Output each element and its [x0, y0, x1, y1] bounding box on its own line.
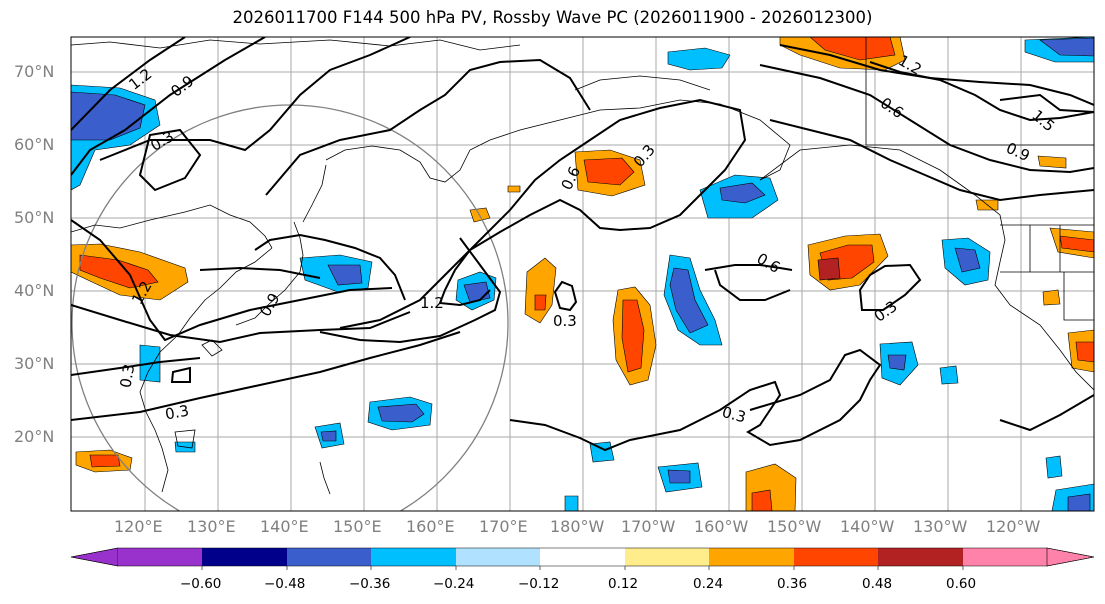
colorbar-segment [456, 548, 540, 566]
lat-label-50n: 50°N [14, 208, 55, 227]
coastlines [71, 37, 1094, 495]
radius-circle [71, 104, 509, 511]
colorbar-segment [878, 548, 963, 566]
lon-label: 150°W [767, 517, 822, 536]
colorbar-extend-max [1046, 547, 1095, 567]
lat-label-60n: 60°N [14, 135, 55, 154]
lat-label-30n: 30°N [14, 354, 55, 373]
contour-label: 0.3 [164, 402, 191, 424]
colorbar-segment [202, 548, 287, 566]
colorbar-segment [118, 548, 202, 566]
lon-label: 140°E [260, 517, 309, 536]
lon-label: 160°E [406, 517, 455, 536]
lat-label-40n: 40°N [14, 281, 55, 300]
colorbar-tick-label: −0.60 [180, 576, 222, 592]
colorbar-tick-label: −0.12 [518, 576, 560, 592]
colorbar-tick-label: −0.48 [264, 576, 306, 592]
colorbar-segment [794, 548, 878, 566]
contour-label: 1.2 [420, 294, 444, 312]
contour-label: 0.6 [754, 249, 784, 277]
contour-label: 0.9 [167, 72, 197, 101]
lon-label: 130°W [913, 517, 968, 536]
colorbar-segment [625, 548, 709, 566]
positive-anomaly-fills [71, 37, 1094, 511]
colorbar-tick-label: 0.48 [862, 576, 893, 592]
colorbar-outline [70, 547, 1095, 567]
contour-label: 1.2 [125, 65, 155, 94]
colorbar-extend-min [70, 547, 119, 567]
colorbar-tick-label: 0.60 [946, 576, 977, 592]
colorbar-segment [540, 548, 625, 566]
contour-label: 0.3 [720, 403, 748, 427]
colorbar-segment [963, 548, 1047, 566]
lon-label: 130°E [187, 517, 236, 536]
colorbar-tick-label: −0.24 [433, 576, 475, 592]
colorbar [70, 547, 1095, 570]
colorbar-tick-label: 0.12 [608, 576, 639, 592]
colorbar-segment [371, 548, 456, 566]
lon-label: 160°W [694, 517, 749, 536]
lon-label: 140°W [840, 517, 895, 536]
lon-label: 150°E [333, 517, 382, 536]
lat-label-70n: 70°N [14, 62, 55, 81]
lon-label: 180°W [550, 517, 605, 536]
colorbar-tick-label: −0.36 [349, 576, 391, 592]
contour-label: 0.6 [877, 94, 907, 122]
lon-label: 120°E [114, 517, 163, 536]
map-frame [70, 36, 1095, 512]
colorbar-tick-label: 0.36 [777, 576, 808, 592]
colorbar-segment [287, 548, 371, 566]
contour-label: 0.9 [1003, 139, 1032, 165]
contour-label: 1.5 [1028, 106, 1058, 135]
colorbar-segment [709, 548, 794, 566]
colorbar-tick-label: 0.24 [693, 576, 724, 592]
chart-title: 2026011700 F144 500 hPa PV, Rossby Wave … [232, 8, 873, 27]
pv-contours [71, 37, 1094, 452]
negative-anomaly-fills [71, 37, 1094, 511]
contour-label: 0.3 [116, 363, 138, 390]
lon-label: 170°W [621, 517, 676, 536]
lat-label-20n: 20°N [14, 427, 55, 446]
lon-label: 120°W [986, 517, 1041, 536]
lon-label: 170°E [479, 517, 528, 536]
contour-label: 0.3 [553, 312, 577, 330]
